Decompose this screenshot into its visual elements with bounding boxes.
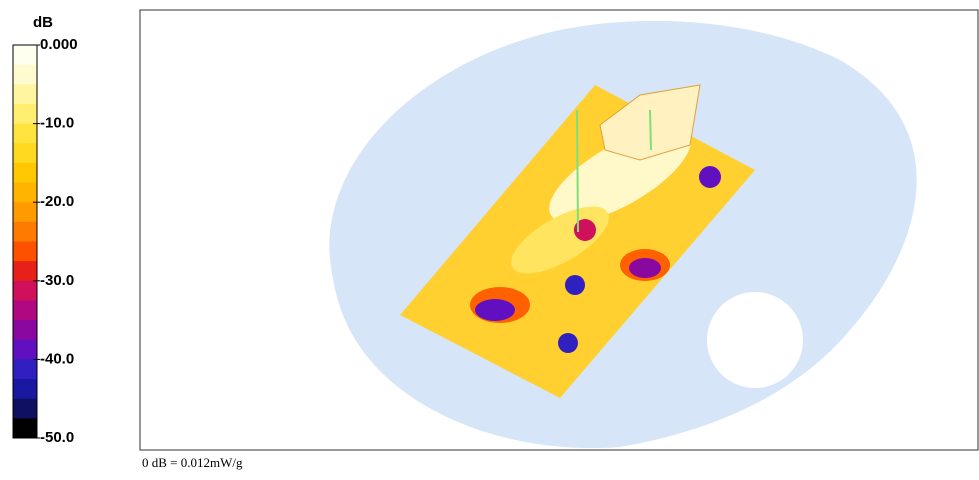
color-band [13, 84, 37, 105]
tick-label: -10.0 [40, 115, 74, 132]
tick-label: 0.000 [40, 36, 78, 53]
color-band [13, 123, 37, 144]
color-band [13, 221, 37, 242]
color-band [13, 162, 37, 184]
color-band [13, 379, 37, 400]
colorbar-frame [12, 44, 38, 439]
color-band [13, 261, 37, 282]
coldspot [565, 275, 585, 295]
color-band [13, 45, 37, 66]
color-band [13, 300, 37, 321]
color-band [13, 64, 37, 85]
color-band [13, 103, 37, 125]
coldspot [574, 219, 596, 241]
color-band [13, 359, 37, 380]
tick-label: -50.0 [40, 429, 74, 446]
color-band [13, 182, 37, 203]
colorbar-title: dB [33, 14, 53, 31]
probe-line [576, 109, 579, 233]
coldspot [475, 299, 515, 321]
color-band [13, 398, 37, 419]
tick-label: -20.0 [40, 193, 74, 210]
coldspot [699, 166, 721, 188]
probe-line [649, 109, 652, 151]
color-band [13, 143, 37, 164]
color-band [13, 339, 37, 360]
color-band [13, 241, 37, 262]
color-band [13, 202, 37, 223]
color-band [13, 320, 37, 341]
coldspot [629, 258, 661, 278]
color-band [13, 280, 37, 301]
field-plot [329, 20, 917, 449]
cutout [707, 292, 803, 388]
note: 0 dB = 0.012mW/g [142, 455, 243, 470]
color-band [13, 418, 37, 439]
coldspot [558, 333, 578, 353]
tick-label: -40.0 [40, 350, 74, 367]
tick-label: -30.0 [40, 272, 74, 289]
